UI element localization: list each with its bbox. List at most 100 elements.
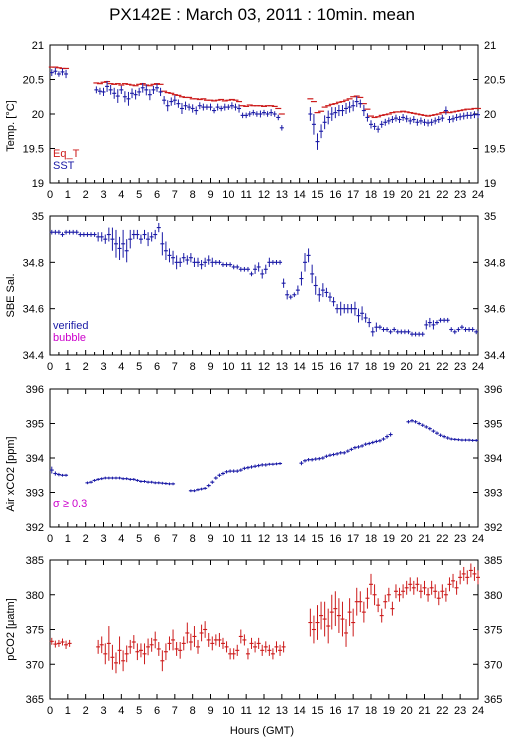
x-tick-label: 4 — [118, 189, 124, 201]
data-point — [392, 327, 397, 332]
y-tick-label: 365 — [26, 694, 44, 706]
data-point — [106, 626, 111, 661]
legend-entry: verified — [53, 320, 88, 332]
x-tick-label: 18 — [365, 705, 377, 717]
data-point — [192, 626, 197, 647]
data-point — [78, 232, 83, 237]
data-point — [171, 482, 176, 486]
data-point — [354, 96, 359, 108]
data-point — [178, 642, 183, 659]
data-point — [426, 587, 431, 602]
data-point — [468, 111, 473, 119]
data-point — [267, 462, 272, 466]
data-point — [190, 104, 195, 113]
data-point — [67, 229, 72, 235]
data-point — [149, 637, 154, 652]
data-point — [313, 457, 318, 461]
data-point — [434, 320, 439, 325]
data-point — [472, 566, 477, 581]
y-tick-label-right: 385 — [484, 555, 502, 567]
data-point — [253, 464, 258, 469]
x-tick-label: 13 — [276, 189, 288, 201]
x-tick-label: 10 — [222, 533, 234, 545]
data-point — [249, 271, 254, 277]
data-point — [117, 236, 122, 261]
x-tick-label: 3 — [100, 361, 106, 373]
data-point — [458, 113, 463, 121]
data-point — [361, 601, 366, 623]
x-tick-label: 17 — [347, 361, 359, 373]
data-point — [263, 264, 268, 274]
data-point — [336, 105, 341, 117]
data-point — [335, 452, 340, 456]
y-tick-label: 392 — [26, 522, 44, 534]
data-point — [299, 271, 304, 286]
data-point — [351, 608, 356, 637]
x-tick-label: 1 — [65, 533, 71, 545]
y-tick-label: 393 — [26, 488, 44, 500]
data-point — [358, 99, 363, 108]
legend-entry: σ ≥ 0.3 — [53, 498, 87, 510]
data-point — [96, 639, 101, 654]
x-tick-label: 21 — [418, 189, 430, 201]
data-point — [171, 629, 176, 651]
data-point — [172, 95, 177, 106]
data-point — [351, 100, 356, 112]
series-SST — [49, 67, 480, 150]
x-tick-label: 19 — [383, 533, 395, 545]
y-tick-label: 380 — [26, 590, 44, 602]
y-tick-label: 394 — [26, 453, 44, 465]
data-point — [229, 102, 234, 110]
data-point — [247, 111, 252, 117]
data-point — [224, 641, 229, 653]
data-point — [424, 425, 429, 429]
data-point — [254, 111, 259, 117]
x-tick-label: 22 — [436, 361, 448, 373]
data-point — [89, 232, 94, 237]
data-point — [317, 287, 322, 302]
x-tick-label: 17 — [347, 189, 359, 201]
data-point — [345, 449, 350, 453]
data-point — [456, 327, 461, 332]
data-point — [377, 439, 382, 443]
x-tick-label: 12 — [258, 533, 270, 545]
data-point — [224, 262, 229, 267]
data-point — [128, 478, 133, 481]
y-tick-label: 34.4 — [23, 350, 44, 362]
data-point — [440, 584, 445, 599]
data-point — [420, 423, 425, 427]
data-point — [196, 257, 201, 267]
x-tick-label: 0 — [47, 705, 53, 717]
data-point — [326, 110, 331, 125]
data-point — [276, 114, 281, 121]
data-point — [393, 114, 398, 122]
data-point — [429, 118, 434, 126]
data-point — [53, 471, 58, 476]
data-point — [99, 477, 104, 481]
x-tick-label: 9 — [207, 361, 213, 373]
y-tick-label: 34.8 — [23, 257, 44, 269]
x-tick-label: 7 — [172, 705, 178, 717]
data-point — [395, 329, 400, 335]
data-point — [449, 327, 454, 332]
data-point — [433, 584, 438, 599]
data-point — [458, 570, 463, 585]
data-point — [240, 112, 245, 119]
x-tick-label: 7 — [172, 533, 178, 545]
data-point — [263, 463, 268, 467]
data-point — [253, 264, 258, 274]
data-point — [74, 229, 79, 235]
data-point — [344, 619, 349, 647]
data-point — [390, 116, 395, 123]
data-point — [474, 439, 479, 442]
plot-frame — [49, 388, 479, 528]
data-point — [447, 116, 452, 123]
data-point — [406, 329, 411, 335]
data-point — [85, 481, 90, 485]
data-point — [426, 119, 431, 127]
x-tick-label: 17 — [347, 533, 359, 545]
data-point — [262, 109, 266, 116]
data-point — [192, 489, 197, 493]
data-point — [361, 105, 366, 117]
